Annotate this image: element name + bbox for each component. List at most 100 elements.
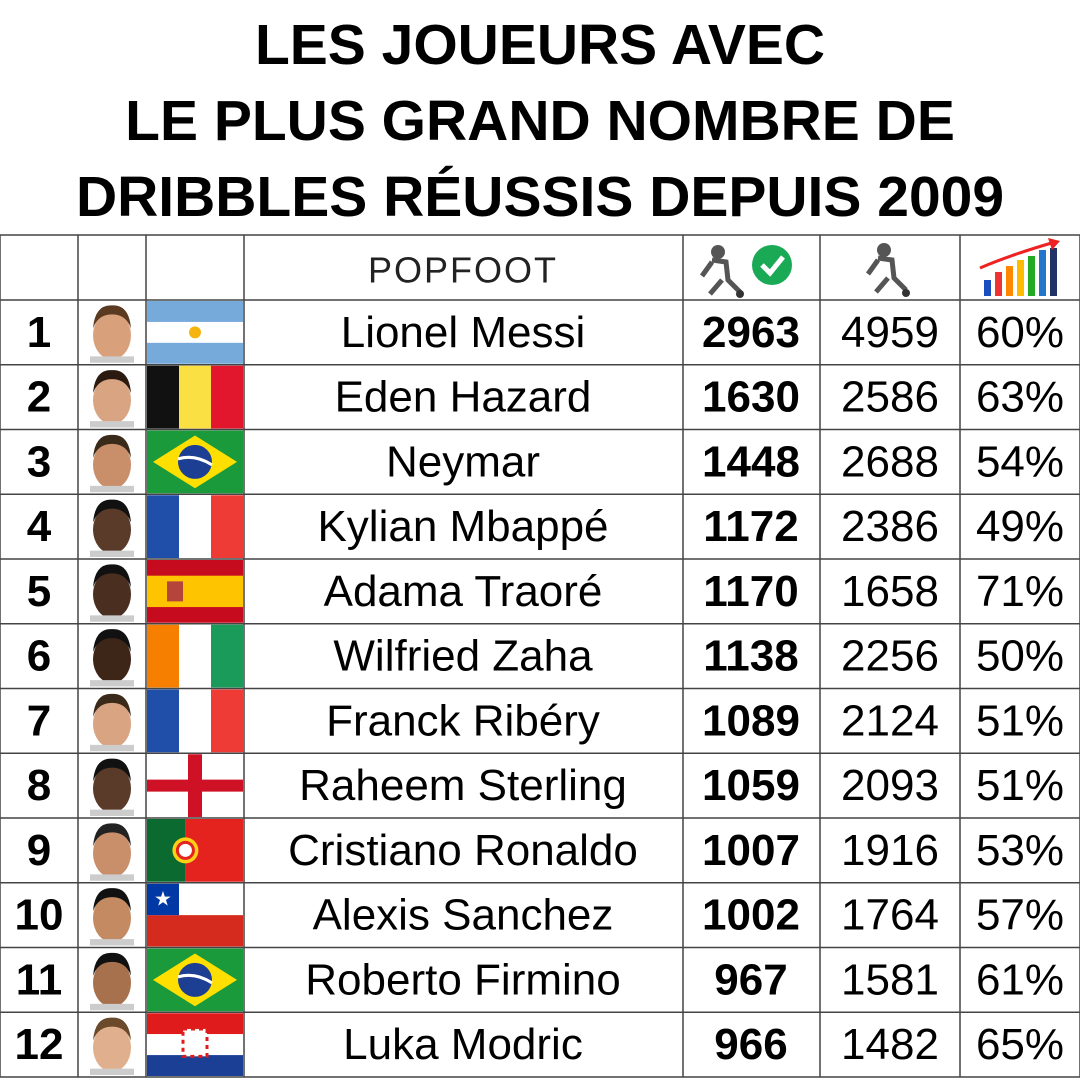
flag	[147, 624, 243, 688]
flag-part	[147, 365, 179, 429]
attempted-dribbles: 2124	[841, 696, 939, 745]
face	[93, 699, 131, 748]
successful-icon	[699, 245, 792, 298]
success-rate: 63%	[976, 373, 1064, 422]
rank: 1	[27, 308, 51, 357]
hair	[93, 1017, 131, 1041]
success-rate: 60%	[976, 308, 1064, 357]
attempted-dribbles: 1764	[841, 891, 939, 940]
flag-part: ★	[154, 888, 172, 910]
hair	[93, 564, 131, 588]
successful-dribbles: 1089	[702, 696, 800, 745]
table-row: 8 Raheem Sterling 1059 2093 51%	[27, 754, 1064, 817]
player-name: Franck Ribéry	[326, 696, 600, 745]
title-line: DRIBBLES RÉUSSIS DEPUIS 2009	[76, 165, 1004, 229]
attempted-dribbles: 2256	[841, 632, 939, 681]
hair	[93, 370, 131, 394]
player-name: Eden Hazard	[335, 373, 592, 422]
face	[93, 829, 131, 878]
shoulders	[90, 809, 134, 816]
success-rate: 65%	[976, 1020, 1064, 1069]
rank: 12	[15, 1020, 64, 1069]
attempted-dribbles: 1658	[841, 567, 939, 616]
flag	[147, 819, 243, 882]
flag-part	[211, 624, 243, 688]
flag-part	[179, 624, 211, 688]
flag-part	[147, 1013, 243, 1035]
table-row: 3 Neymar 1448 2688 54%	[27, 430, 1064, 494]
table-row: ★ 10 Alexis Sanchez 1002 1764 57%	[15, 883, 1064, 947]
player-name: Alexis Sanchez	[313, 891, 614, 940]
rank: 5	[27, 567, 51, 616]
player-photo	[90, 564, 134, 622]
rate-icon	[979, 238, 1060, 296]
shoulders	[90, 874, 134, 881]
attempted-dribbles: 2386	[841, 502, 939, 551]
flag	[147, 430, 243, 494]
player-name: Neymar	[386, 437, 540, 486]
hair	[93, 629, 131, 653]
success-rate: 51%	[976, 761, 1064, 810]
player-photo	[90, 305, 134, 363]
table-row: 1 Lionel Messi 2963 4959 60%	[27, 301, 1064, 364]
table-row: 12 Luka Modric 966 1482 65%	[15, 1013, 1064, 1076]
table-row: 5 Adama Traoré 1170 1658 71%	[27, 560, 1064, 623]
attempted-dribbles: 4959	[841, 308, 939, 357]
player-photo	[90, 1017, 134, 1075]
player-photo	[90, 499, 134, 557]
shoulders	[90, 421, 134, 428]
player-name: Roberto Firmino	[305, 955, 620, 1004]
flag-part	[179, 365, 211, 429]
title-line: LE PLUS GRAND NOMBRE DE	[125, 89, 955, 153]
flag-part	[177, 973, 213, 985]
face	[93, 570, 131, 619]
player-photo	[90, 629, 134, 687]
face	[93, 958, 131, 1007]
shoulders	[90, 1068, 134, 1075]
rank: 7	[27, 696, 51, 745]
success-rate: 53%	[976, 826, 1064, 875]
successful-dribbles: 1002	[702, 891, 800, 940]
face	[93, 635, 131, 684]
hair	[93, 434, 131, 458]
hair	[93, 305, 131, 329]
face	[93, 440, 131, 489]
hair	[93, 823, 131, 847]
flag-part	[211, 495, 243, 558]
hair	[93, 758, 131, 782]
rank: 11	[16, 955, 63, 1004]
flag-part	[147, 495, 179, 558]
flag	[147, 301, 243, 364]
flag-part	[147, 883, 179, 916]
table-row: 2 Eden Hazard 1630 2586 63%	[27, 365, 1064, 429]
attempted-dribbles: 2093	[841, 761, 939, 810]
flag	[147, 689, 243, 753]
table-row: 4 Kylian Mbappé 1172 2386 49%	[27, 495, 1064, 558]
flag	[147, 948, 243, 1012]
flag-part	[147, 624, 179, 688]
successful-dribbles: 1448	[702, 437, 800, 486]
success-rate: 49%	[976, 502, 1064, 551]
successful-dribbles: 966	[714, 1020, 787, 1069]
shoulders	[90, 356, 134, 363]
table-row: 7 Franck Ribéry 1089 2124 51%	[27, 689, 1064, 753]
face	[93, 311, 131, 360]
player-photo	[90, 758, 134, 816]
shoulders	[90, 680, 134, 687]
flag-part	[189, 326, 201, 339]
successful-dribbles: 2963	[702, 308, 800, 357]
successful-dribbles: 1059	[702, 761, 800, 810]
flag-part	[179, 689, 211, 753]
shoulders	[90, 744, 134, 752]
hair	[93, 693, 131, 717]
player-name: Wilfried Zaha	[333, 632, 593, 681]
player-photo	[90, 434, 134, 493]
hair	[93, 499, 131, 523]
player-photo	[90, 823, 134, 881]
flag-part	[181, 1027, 209, 1058]
player-photo	[90, 370, 134, 428]
shoulders	[90, 1003, 134, 1011]
title-line: LES JOUEURS AVEC	[255, 13, 825, 77]
player-name: Raheem Sterling	[299, 761, 627, 810]
rank: 6	[27, 632, 51, 681]
